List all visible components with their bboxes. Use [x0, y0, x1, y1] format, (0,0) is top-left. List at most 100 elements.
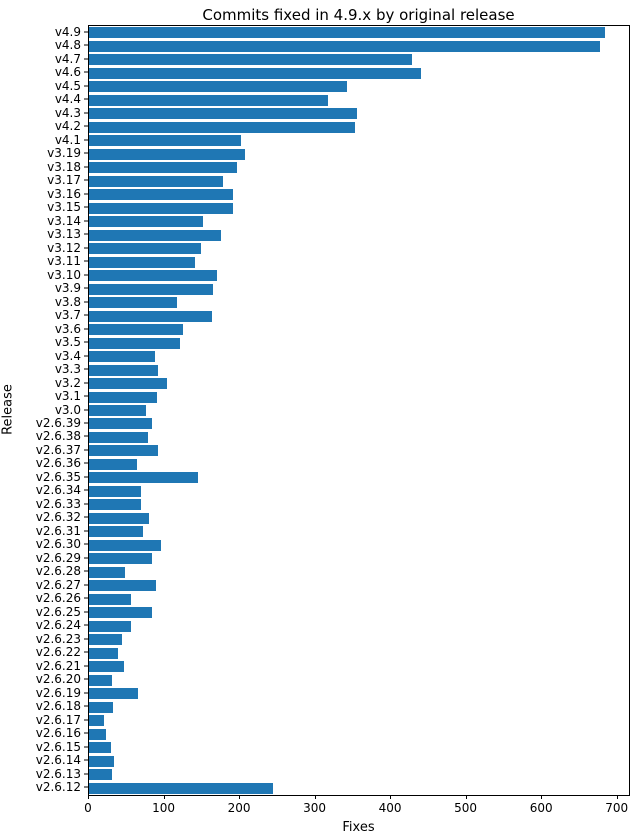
bar — [89, 580, 157, 592]
x-tick-mark — [390, 795, 392, 799]
bar — [89, 216, 204, 228]
y-tick-mark — [84, 139, 88, 141]
bar — [89, 553, 152, 565]
y-tick-mark — [84, 368, 88, 370]
bar — [89, 607, 153, 619]
y-tick-label: v2.6.18 — [35, 699, 81, 714]
bar — [89, 108, 358, 120]
y-tick-label: v2.6.35 — [35, 469, 81, 484]
y-tick-mark — [84, 44, 88, 46]
bar — [89, 782, 274, 794]
y-tick-label: v4.5 — [54, 78, 81, 93]
y-tick-mark — [84, 355, 88, 357]
y-tick-label: v2.6.16 — [35, 726, 81, 741]
y-tick-mark — [84, 274, 88, 276]
bar — [89, 485, 142, 497]
y-tick-mark — [84, 314, 88, 316]
y-tick-label: v2.6.36 — [35, 456, 81, 471]
y-tick-label: v2.6.34 — [35, 483, 81, 498]
y-tick-label: v3.0 — [54, 402, 81, 417]
bar — [89, 431, 148, 443]
y-tick-label: v3.10 — [47, 267, 81, 282]
bar — [89, 310, 213, 322]
x-tick-label: 500 — [454, 801, 478, 815]
bar — [89, 229, 222, 241]
bar — [89, 499, 142, 511]
y-tick-label: v2.6.14 — [35, 753, 81, 768]
x-tick-mark — [88, 795, 89, 799]
y-tick-label: v4.4 — [54, 92, 81, 107]
x-axis-label: Fixes — [342, 820, 375, 835]
y-tick-mark — [84, 786, 88, 788]
y-tick-label: v2.6.39 — [35, 415, 81, 430]
bar — [89, 445, 158, 457]
bar — [89, 337, 180, 349]
y-tick-mark — [84, 206, 88, 208]
y-tick-label: v2.6.15 — [35, 739, 81, 754]
y-tick-label: v3.16 — [47, 186, 81, 201]
y-tick-mark — [84, 179, 88, 181]
bar — [89, 297, 178, 309]
bar — [89, 81, 348, 93]
y-tick-label: v2.6.38 — [35, 429, 81, 444]
bar — [89, 175, 224, 187]
bar — [89, 647, 118, 659]
y-tick-mark — [84, 732, 88, 734]
y-tick-label: v2.6.23 — [35, 631, 81, 646]
y-tick-mark — [84, 166, 88, 168]
y-tick-mark — [84, 382, 88, 384]
y-tick-mark — [84, 31, 88, 33]
y-tick-mark — [84, 476, 88, 478]
bar — [89, 728, 106, 740]
bar — [89, 378, 167, 390]
y-tick-label: v4.9 — [54, 24, 81, 39]
y-tick-label: v2.6.24 — [35, 618, 81, 633]
y-tick-label: v3.8 — [54, 294, 81, 309]
y-tick-mark — [84, 328, 88, 330]
bar — [89, 351, 156, 363]
bar — [89, 769, 113, 781]
bar — [89, 526, 143, 538]
bar — [89, 688, 139, 700]
y-tick-label: v3.13 — [47, 227, 81, 242]
y-tick-mark — [84, 746, 88, 748]
y-tick-mark — [84, 247, 88, 249]
y-tick-mark — [84, 557, 88, 559]
bar — [89, 620, 131, 632]
x-tick-label: 600 — [529, 801, 553, 815]
x-tick-mark — [314, 795, 316, 799]
bar — [89, 593, 131, 605]
y-tick-mark — [84, 543, 88, 545]
x-tick-label: 0 — [84, 801, 92, 815]
y-tick-label: v2.6.30 — [35, 537, 81, 552]
y-tick-label: v2.6.21 — [35, 658, 81, 673]
y-tick-label: v2.6.27 — [35, 577, 81, 592]
x-tick-mark — [465, 795, 467, 799]
y-tick-mark — [84, 516, 88, 518]
bar — [89, 458, 138, 470]
bar — [89, 742, 111, 754]
y-tick-mark — [84, 638, 88, 640]
y-tick-mark — [84, 719, 88, 721]
bar — [89, 472, 198, 484]
y-tick-mark — [84, 759, 88, 761]
bar — [89, 54, 413, 66]
bar — [89, 270, 218, 282]
y-tick-label: v4.7 — [54, 51, 81, 66]
x-tick-mark — [163, 795, 165, 799]
chart-title: Commits fixed in 4.9.x by original relea… — [202, 6, 515, 24]
y-tick-mark — [84, 449, 88, 451]
y-tick-label: v2.6.22 — [35, 645, 81, 660]
bar — [89, 162, 238, 174]
bar — [89, 674, 113, 686]
x-tick-mark — [541, 795, 543, 799]
y-tick-label: v3.11 — [47, 254, 81, 269]
y-tick-label: v2.6.25 — [35, 604, 81, 619]
y-tick-mark — [84, 692, 88, 694]
y-tick-label: v3.6 — [54, 321, 81, 336]
bar — [89, 324, 184, 336]
y-tick-label: v2.6.26 — [35, 591, 81, 606]
bar — [89, 67, 422, 79]
y-tick-mark — [84, 773, 88, 775]
